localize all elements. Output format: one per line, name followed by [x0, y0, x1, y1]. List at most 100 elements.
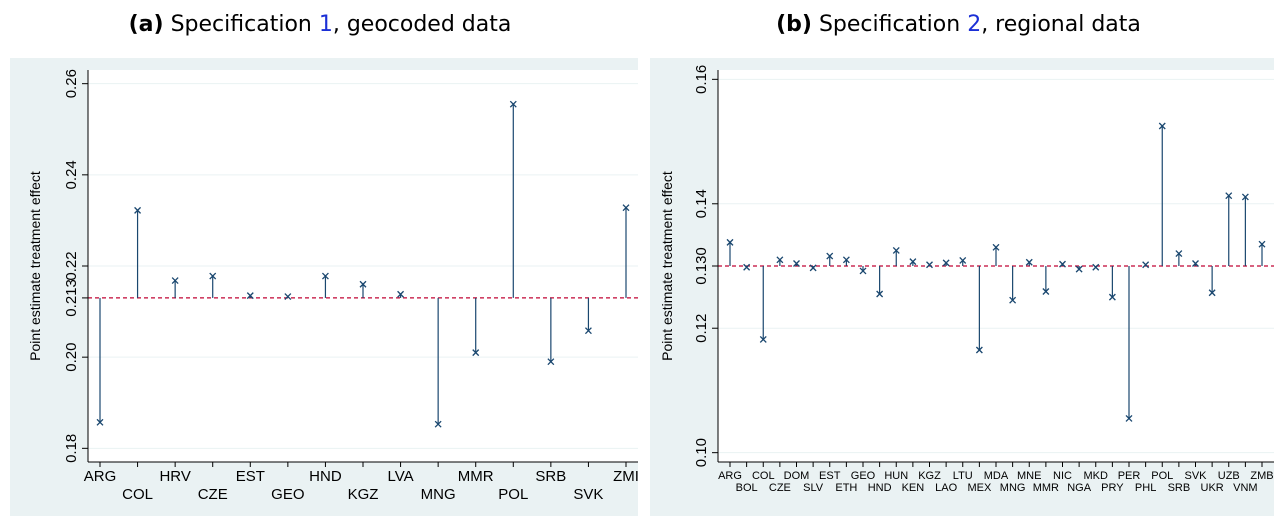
x-tick-label: MNE — [1017, 470, 1041, 482]
x-tick-label: LVA — [388, 468, 414, 485]
marker-mne — [1025, 258, 1033, 266]
caption-b-suffix: , regional data — [981, 12, 1141, 37]
marker-mmr — [1042, 288, 1050, 295]
x-tick-label: SRB — [535, 468, 566, 485]
x-tick-label: CZE — [198, 486, 228, 503]
x-tick-label: KGZ — [348, 486, 379, 503]
x-tick-label: HUN — [884, 470, 908, 482]
marker-hnd — [876, 290, 884, 298]
marker-nga — [1075, 265, 1083, 273]
x-tick-label: SLV — [803, 482, 824, 494]
marker-cze — [776, 256, 784, 264]
marker-arg — [726, 238, 734, 246]
x-tick-label: HND — [309, 468, 342, 485]
marker-dom — [793, 260, 800, 267]
marker-slv — [809, 264, 817, 272]
y-tick-label: 0.24 — [63, 160, 80, 189]
marker-mex — [975, 346, 983, 354]
caption-b-label: (b) — [776, 12, 812, 37]
caption-a-prefix: Specification — [170, 12, 319, 37]
y-tick-label: 0.10 — [693, 438, 710, 467]
marker-pol — [509, 100, 517, 108]
x-tick-label: COL — [752, 470, 775, 482]
marker-vnm — [1241, 193, 1249, 201]
marker-arg — [96, 418, 104, 426]
x-tick-label: GEO — [851, 470, 876, 482]
x-tick-label: ZMB — [1250, 470, 1273, 482]
marker-ken — [909, 258, 917, 266]
marker-srb — [1175, 250, 1183, 258]
x-tick-label: SVK — [573, 486, 603, 503]
marker-cze — [209, 272, 217, 280]
chart-panel-b: 0.10 0.12 0.130 0.14 0.16 Point estimate trea… — [650, 58, 1274, 516]
marker-est — [826, 252, 834, 260]
caption-a-suffix: , geocoded data — [332, 12, 512, 37]
x-tick-label: SRB — [1168, 482, 1191, 494]
y-tick-label: 0.20 — [63, 343, 80, 372]
x-tick-label: HRV — [159, 468, 190, 485]
chart-b-svg: 0.10 0.12 0.130 0.14 0.16 Point estimate trea… — [650, 58, 1274, 516]
x-tick-label: POL — [498, 486, 528, 503]
x-tick-label: ARG — [718, 470, 742, 482]
x-tick-label: NIC — [1053, 470, 1072, 482]
x-tick-label: UZB — [1218, 470, 1240, 482]
x-tick-label: SVK — [1184, 470, 1207, 482]
x-tick-label: KEN — [902, 482, 925, 494]
marker-pol — [1158, 122, 1166, 130]
y-tick-label: 0.12 — [693, 314, 710, 343]
caption-a-label: (a) — [128, 12, 164, 37]
x-tick-label: POL — [1151, 470, 1173, 482]
x-tick-label: PER — [1118, 470, 1141, 482]
x-tick-label: COL — [122, 486, 153, 503]
y-tick-label: 0.14 — [693, 189, 710, 218]
x-tick-label: MDA — [984, 470, 1009, 482]
x-tick-label: MEX — [967, 482, 992, 494]
marker-ukr — [1208, 289, 1216, 297]
x-tick-label: MKD — [1084, 470, 1109, 482]
x-tick-label: HND — [868, 482, 892, 494]
y-tick-label: 0.18 — [63, 434, 80, 463]
marker-lao — [942, 259, 950, 267]
marker-pry — [1108, 293, 1116, 301]
marker-kgz — [926, 261, 933, 269]
marker-geo — [859, 267, 867, 275]
marker-phl — [1142, 261, 1150, 269]
caption-a-ref-link[interactable]: 1 — [318, 12, 333, 37]
marker-svk — [1192, 260, 1199, 267]
caption-b-ref-link[interactable]: 2 — [967, 12, 982, 37]
x-tick-label: ARG — [84, 468, 117, 485]
y-axis-title: Point estimate treatment effect — [27, 171, 43, 361]
caption-b-prefix: Specification — [818, 12, 968, 37]
marker-mkd — [1092, 263, 1100, 271]
marker-bol — [743, 263, 751, 271]
x-tick-label: DOM — [784, 470, 810, 482]
x-tick-label: PRY — [1101, 482, 1124, 494]
marker-eth — [842, 256, 850, 264]
y-tick-label: 0.26 — [63, 69, 80, 98]
marker-mng — [434, 420, 442, 428]
x-tick-label: EST — [236, 468, 265, 485]
x-tick-label: NGA — [1067, 482, 1092, 494]
x-tick-label: ZMI — [613, 468, 638, 485]
x-tick-label: MNG — [421, 486, 456, 503]
x-tick-label: GEO — [271, 486, 304, 503]
marker-nic — [1059, 260, 1066, 268]
x-tick-label: KGZ — [918, 470, 941, 482]
marker-est — [246, 292, 254, 300]
x-tick-label: MMR — [1033, 482, 1059, 494]
x-tick-label: UKR — [1201, 482, 1224, 494]
y-tick-label: 0.213 — [63, 279, 80, 317]
x-tick-label: VNM — [1233, 482, 1257, 494]
caption-a: (a) Specification 1, geocoded data — [0, 12, 640, 37]
marker-srb — [547, 358, 555, 366]
marker-col — [759, 335, 767, 343]
marker-hun — [892, 246, 900, 254]
marker-uzb — [1225, 192, 1233, 200]
x-tick-label: MNG — [1000, 482, 1026, 494]
marker-geo — [284, 293, 292, 300]
x-tick-label: CZE — [769, 482, 791, 494]
x-tick-label: BOL — [736, 482, 758, 494]
marker-kgz — [359, 280, 367, 288]
marker-mmr — [472, 349, 480, 357]
x-tick-label: LTU — [953, 470, 973, 482]
